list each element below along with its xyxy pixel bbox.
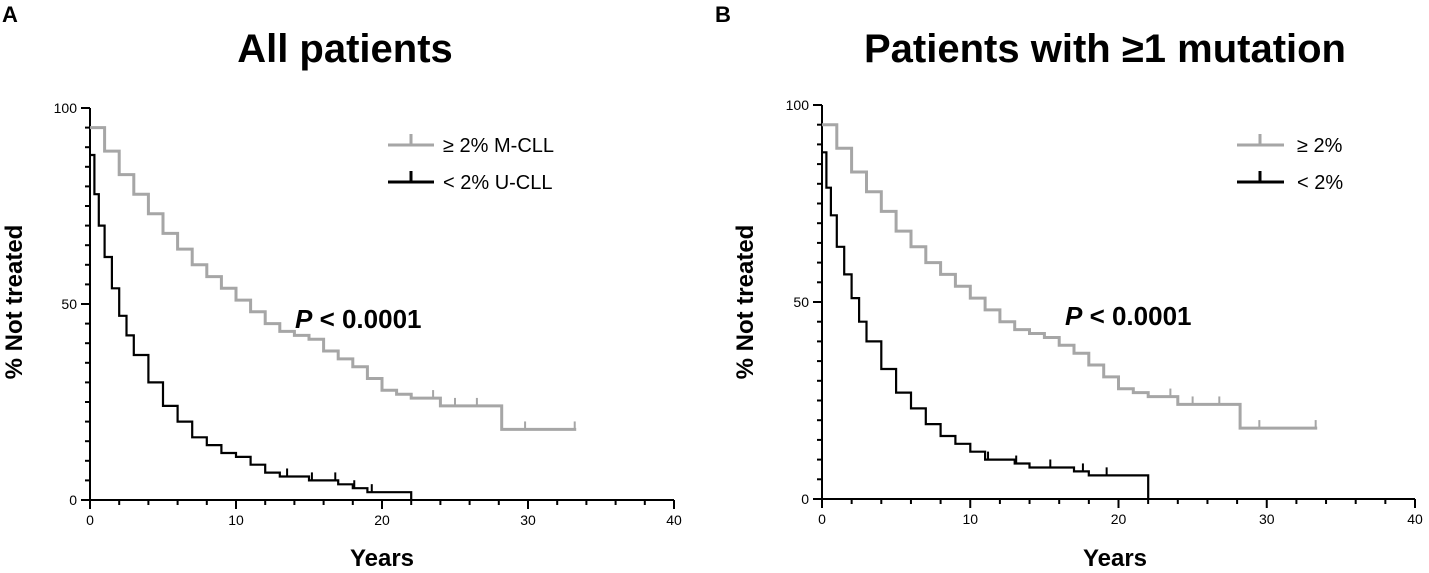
panel-a-curve-high [90, 126, 577, 431]
panel-a-y-tick-label: 0 [69, 492, 77, 508]
panel-a-x-tick-label: 10 [228, 512, 244, 528]
panel-a-x-tick-label: 30 [520, 512, 536, 528]
panel-b-p-value: P < 0.0001 [1065, 301, 1192, 331]
panel-b: B Patients with ≥1 mutation % Not treate… [715, 2, 1423, 572]
panel-b-y-axis-label: % Not treated [732, 225, 759, 380]
panel-b-x-tick-label: 0 [818, 511, 826, 527]
panel-b-title: Patients with ≥1 mutation [864, 27, 1346, 71]
panel-a-curve-low [90, 153, 413, 500]
panel-a-letter: A [2, 2, 18, 27]
panel-a: A All patients % Not treated Years P < 0… [1, 2, 682, 572]
panel-b-letter: B [715, 2, 731, 27]
panel-a-legend-label-high: ≥ 2% M-CLL [443, 135, 554, 157]
panel-b-axes: 0 10 20 30 40 0 50 100 [786, 97, 1423, 527]
panel-b-y-tick-label: 0 [801, 491, 809, 507]
panel-b-x-tick-label: 30 [1259, 511, 1275, 527]
panel-b-curve-high [822, 123, 1318, 430]
panel-a-y-tick-label: 50 [61, 296, 77, 312]
panel-b-legend-item-low: < 2% [1237, 171, 1343, 194]
panel-a-title: All patients [237, 27, 453, 71]
panel-b-x-tick-label: 40 [1407, 511, 1423, 527]
panel-a-y-axis-label: % Not treated [1, 225, 28, 380]
panel-a-y-tick-label: 100 [54, 100, 78, 116]
panel-a-legend-label-low: < 2% U-CLL [443, 172, 553, 194]
panel-b-x-tick-label: 10 [962, 511, 978, 527]
panel-b-x-axis-label: Years [1083, 545, 1147, 572]
panel-b-curve-low [822, 151, 1150, 499]
panel-b-series [822, 123, 1318, 499]
panel-a-legend: ≥ 2% M-CLL < 2% U-CLL [388, 134, 554, 194]
panel-b-y-tick-label: 50 [793, 294, 809, 310]
panel-a-x-axis-label: Years [350, 545, 414, 572]
panel-b-legend-label-low: < 2% [1297, 172, 1343, 194]
panel-b-legend-item-high: ≥ 2% [1237, 134, 1343, 157]
panel-a-series [90, 126, 577, 500]
panel-b-legend: ≥ 2% < 2% [1237, 134, 1343, 194]
panel-a-axes: 0 10 20 30 40 0 50 100 [54, 100, 682, 528]
panel-b-y-tick-label: 100 [786, 97, 810, 113]
panel-a-x-tick-label: 20 [374, 512, 390, 528]
panel-a-legend-item-high: ≥ 2% M-CLL [388, 134, 554, 157]
panel-a-x-tick-label: 0 [86, 512, 94, 528]
panel-b-legend-label-high: ≥ 2% [1297, 135, 1343, 157]
panel-a-p-value: P < 0.0001 [295, 304, 422, 334]
panel-a-legend-item-low: < 2% U-CLL [388, 171, 553, 194]
panel-a-x-tick-label: 40 [666, 512, 682, 528]
panel-b-x-tick-label: 20 [1111, 511, 1127, 527]
